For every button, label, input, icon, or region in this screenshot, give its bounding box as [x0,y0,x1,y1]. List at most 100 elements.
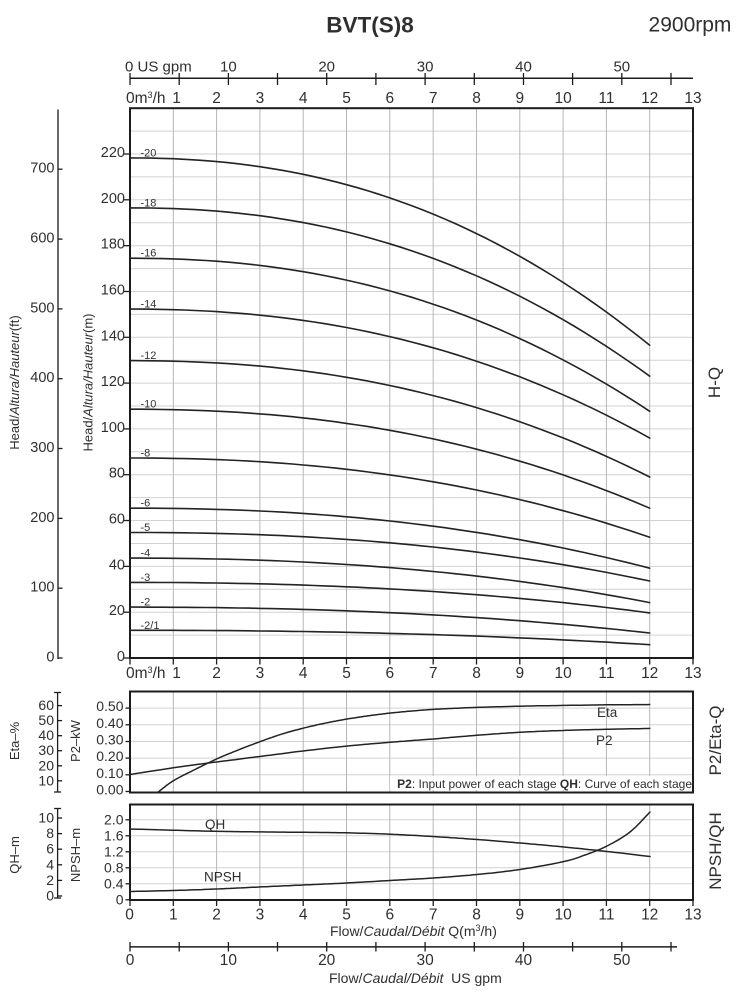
svg-text:-18: -18 [141,197,157,209]
svg-text:40: 40 [515,952,533,969]
svg-text:5: 5 [342,90,351,107]
svg-text:8: 8 [46,825,54,841]
svg-text:50: 50 [38,712,54,728]
svg-text:9: 9 [515,90,524,107]
svg-text:20: 20 [109,603,125,619]
svg-text:-12: -12 [141,350,157,362]
svg-text:20: 20 [318,952,336,969]
svg-text:1.6: 1.6 [104,827,124,843]
svg-text:0.30: 0.30 [96,732,123,748]
svg-text:QH: QH [205,817,225,832]
svg-text:-20: -20 [141,147,157,159]
svg-text:0.40: 0.40 [96,715,123,731]
svg-text:140: 140 [101,328,125,344]
svg-text:12: 12 [641,90,658,107]
svg-text:2900rpm: 2900rpm [649,14,732,37]
svg-text:2: 2 [46,872,54,888]
svg-text:300: 300 [30,440,54,456]
svg-text:-10: -10 [141,399,157,411]
svg-text:2: 2 [212,907,221,924]
svg-text:9: 9 [515,665,524,682]
svg-text:13: 13 [684,90,701,107]
svg-text:500: 500 [30,300,54,316]
svg-text:0.8: 0.8 [104,859,124,875]
svg-text:4: 4 [299,907,308,924]
svg-text:0m3/h: 0m3/h [126,665,166,682]
svg-text:100: 100 [30,580,54,596]
svg-text:8: 8 [472,907,481,924]
svg-text:7: 7 [429,907,438,924]
svg-text:0.20: 0.20 [96,748,123,764]
svg-text:10: 10 [38,810,54,826]
svg-text:Flow/Caudal/Débit Q(m3/h): Flow/Caudal/Débit Q(m3/h) [330,923,497,939]
svg-text:4: 4 [46,856,54,872]
svg-text:-8: -8 [141,448,151,460]
svg-text:0: 0 [125,907,134,924]
svg-text:12: 12 [641,907,658,924]
svg-text:13: 13 [684,665,701,682]
svg-text:100: 100 [101,420,125,436]
svg-text:1: 1 [169,907,178,924]
svg-text:80: 80 [109,466,125,482]
svg-text:10: 10 [554,907,572,924]
svg-text:P2/Eta-Q: P2/Eta-Q [706,706,725,776]
svg-text:8: 8 [472,665,481,682]
svg-text:P2: P2 [596,733,613,748]
svg-text:Head/Altura/Hauteur(m): Head/Altura/Hauteur(m) [81,313,96,451]
svg-text:60: 60 [38,697,54,713]
svg-text:11: 11 [598,90,614,107]
svg-text:NPSH–m: NPSH–m [68,828,83,882]
svg-text:20: 20 [318,59,335,76]
svg-text:10: 10 [220,952,238,969]
svg-text:-16: -16 [141,248,157,260]
svg-text:8: 8 [472,90,481,107]
svg-text:30: 30 [417,59,434,76]
svg-text:Eta: Eta [597,705,618,720]
svg-text:0: 0 [126,952,135,969]
svg-text:3: 3 [256,90,265,107]
svg-text:10: 10 [554,665,572,682]
svg-text:-5: -5 [141,522,151,534]
svg-text:7: 7 [429,90,438,107]
svg-text:11: 11 [598,665,614,682]
svg-text:6: 6 [385,907,394,924]
svg-text:220: 220 [101,145,125,161]
svg-text:700: 700 [30,161,54,177]
svg-text:2: 2 [212,90,221,107]
svg-text:600: 600 [30,231,54,247]
svg-text:200: 200 [101,191,125,207]
svg-text:1: 1 [172,665,181,682]
svg-text:10: 10 [38,772,54,788]
svg-text:0: 0 [117,649,125,665]
svg-text:3: 3 [256,665,265,682]
svg-text:-6: -6 [141,498,151,510]
svg-text:120: 120 [101,374,125,390]
svg-text:BVT(S)8: BVT(S)8 [326,13,414,38]
svg-text:7: 7 [429,665,438,682]
svg-text:50: 50 [613,952,631,969]
svg-text:0.00: 0.00 [96,782,123,798]
svg-text:0m3/h: 0m3/h [126,90,166,107]
svg-text:NPSH: NPSH [204,870,242,885]
svg-text:0.10: 0.10 [96,765,123,781]
svg-text:H-Q: H-Q [705,367,724,398]
svg-text:40: 40 [515,59,532,76]
svg-text:50: 50 [613,59,630,76]
svg-text:200: 200 [30,510,54,526]
svg-text:30: 30 [416,952,434,969]
svg-text:Head/Altura/Hauteur(ft): Head/Altura/Hauteur(ft) [7,315,22,449]
svg-text:20: 20 [38,757,54,773]
svg-text:4: 4 [299,90,308,107]
svg-text:1.2: 1.2 [104,843,124,859]
svg-text:12: 12 [641,665,658,682]
svg-text:400: 400 [30,370,54,386]
svg-text:0: 0 [46,888,54,904]
svg-text:0: 0 [116,891,124,907]
svg-text:9: 9 [515,907,524,924]
svg-text:NPSH/QH: NPSH/QH [706,812,725,889]
svg-text:P2: Input power of each stage: P2: Input power of each stage QH: Curve … [397,777,692,791]
svg-text:10: 10 [220,59,237,76]
svg-text:Flow/Caudal/Débit US gpm: Flow/Caudal/Débit US gpm [329,970,502,986]
svg-text:-2/1: -2/1 [141,620,160,632]
svg-text:P2–kW: P2–kW [68,719,83,762]
